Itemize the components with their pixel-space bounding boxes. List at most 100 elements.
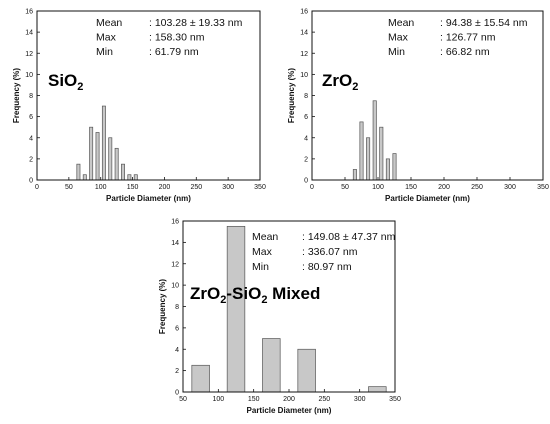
stat-label: Min bbox=[252, 261, 269, 273]
y-tick-label: 16 bbox=[300, 9, 308, 16]
stat-label: Min bbox=[96, 46, 113, 58]
y-tick-label: 10 bbox=[300, 72, 308, 79]
x-tick-label: 250 bbox=[471, 184, 483, 191]
y-axis-title: Frequency (%) bbox=[12, 68, 21, 123]
y-axis-title: Frequency (%) bbox=[158, 279, 167, 334]
y-tick-label: 12 bbox=[171, 261, 179, 268]
y-tick-label: 10 bbox=[25, 72, 33, 79]
histogram-bar bbox=[89, 126, 94, 181]
histogram-bar bbox=[127, 174, 132, 181]
stat-value: : 126.77 nm bbox=[440, 32, 496, 44]
sample-label: ZrO2-SiO2 Mixed bbox=[190, 284, 320, 306]
x-tick-label: 0 bbox=[35, 184, 39, 191]
y-tick-label: 6 bbox=[304, 114, 308, 121]
y-tick-label: 12 bbox=[300, 51, 308, 58]
histogram-bar bbox=[191, 364, 210, 393]
histogram-bar bbox=[392, 153, 397, 181]
stat-label: Mean bbox=[252, 231, 278, 243]
plot-frame bbox=[182, 220, 396, 393]
histogram-bar bbox=[297, 348, 316, 393]
stat-value: : 103.28 ± 19.33 nm bbox=[149, 17, 243, 29]
y-tick-label: 4 bbox=[29, 135, 33, 142]
histogram-bar bbox=[76, 163, 81, 181]
histogram-bar bbox=[262, 338, 281, 393]
y-tick-label: 8 bbox=[29, 93, 33, 100]
y-tick-label: 0 bbox=[304, 178, 308, 185]
stat-value: : 336.07 nm bbox=[302, 246, 358, 258]
histogram-bar bbox=[366, 137, 371, 181]
x-tick-label: 150 bbox=[248, 396, 260, 403]
plot-frame bbox=[311, 10, 544, 181]
x-tick-label: 100 bbox=[212, 396, 224, 403]
y-tick-label: 2 bbox=[304, 156, 308, 163]
x-tick-label: 350 bbox=[537, 184, 549, 191]
x-tick-label: 0 bbox=[310, 184, 314, 191]
stat-label: Mean bbox=[388, 17, 414, 29]
histogram-bar bbox=[121, 163, 125, 181]
histogram-bar bbox=[352, 169, 357, 181]
y-tick-label: 0 bbox=[175, 390, 179, 397]
stat-value: : 66.82 nm bbox=[440, 46, 490, 58]
histogram-bar bbox=[101, 105, 106, 181]
y-tick-label: 2 bbox=[175, 368, 179, 375]
x-tick-label: 250 bbox=[318, 396, 330, 403]
stat-value: : 149.08 ± 47.37 nm bbox=[302, 231, 396, 243]
x-tick-label: 300 bbox=[354, 396, 366, 403]
x-tick-label: 100 bbox=[95, 184, 107, 191]
y-tick-label: 14 bbox=[300, 30, 308, 37]
x-axis-title: Particle Diameter (nm) bbox=[106, 194, 191, 203]
x-tick-label: 300 bbox=[504, 184, 516, 191]
chart-panel: 50 100 150 200 250 300 350 0 2 4 6 8 10 12 14 16 Particl… bbox=[158, 219, 401, 416]
x-tick-label: 250 bbox=[190, 184, 202, 191]
chart-panel: 0 50 100 150 200 250 300 350 0 2 4 6 8 10 12 14 16 Partic… bbox=[287, 9, 549, 204]
stat-value: : 94.38 ± 15.54 nm bbox=[440, 17, 528, 29]
histogram-bar bbox=[226, 225, 246, 393]
histogram-bar bbox=[359, 121, 364, 181]
y-axis-title: Frequency (%) bbox=[287, 68, 296, 123]
stat-label: Max bbox=[252, 246, 273, 258]
y-tick-label: 16 bbox=[25, 9, 33, 16]
histogram-bar bbox=[385, 158, 390, 181]
y-tick-label: 8 bbox=[175, 304, 179, 311]
y-tick-label: 8 bbox=[304, 93, 308, 100]
x-tick-label: 150 bbox=[405, 184, 417, 191]
y-tick-label: 14 bbox=[25, 30, 33, 37]
x-axis-title: Particle Diameter (nm) bbox=[385, 194, 470, 203]
histogram-bar bbox=[108, 137, 113, 181]
stat-label: Mean bbox=[96, 17, 122, 29]
histogram-bar bbox=[95, 132, 100, 181]
y-tick-label: 10 bbox=[171, 283, 179, 290]
stat-label: Max bbox=[96, 32, 117, 44]
chart-panel: 0 50 100 150 200 250 300 350 0 2 4 6 8 10 12 14 16 Partic… bbox=[12, 9, 266, 204]
x-axis-title: Particle Diameter (nm) bbox=[247, 406, 332, 415]
x-tick-label: 100 bbox=[372, 184, 384, 191]
histogram-bar bbox=[368, 386, 387, 393]
stat-value: : 158.30 nm bbox=[149, 32, 205, 44]
x-tick-label: 50 bbox=[179, 396, 187, 403]
sample-label: ZrO2 bbox=[322, 71, 358, 93]
x-tick-label: 50 bbox=[341, 184, 349, 191]
histogram-bar bbox=[379, 126, 384, 181]
stat-value: : 61.79 nm bbox=[149, 46, 199, 58]
histogram-bar bbox=[133, 174, 138, 181]
x-tick-label: 200 bbox=[159, 184, 171, 191]
histogram-bar bbox=[372, 100, 377, 181]
x-tick-label: 200 bbox=[283, 396, 295, 403]
stat-value: : 80.97 nm bbox=[302, 261, 352, 273]
y-tick-label: 4 bbox=[175, 347, 179, 354]
x-tick-label: 300 bbox=[222, 184, 234, 191]
y-tick-label: 0 bbox=[29, 178, 33, 185]
y-tick-label: 16 bbox=[171, 219, 179, 226]
stat-label: Min bbox=[388, 46, 405, 58]
x-tick-label: 150 bbox=[127, 184, 139, 191]
x-tick-label: 350 bbox=[389, 396, 401, 403]
y-tick-label: 6 bbox=[175, 325, 179, 332]
x-tick-label: 50 bbox=[65, 184, 73, 191]
y-tick-label: 2 bbox=[29, 156, 33, 163]
y-tick-label: 4 bbox=[304, 135, 308, 142]
y-tick-label: 6 bbox=[29, 114, 33, 121]
stat-label: Max bbox=[388, 32, 409, 44]
y-tick-label: 12 bbox=[25, 51, 33, 58]
histogram-bar bbox=[82, 174, 87, 181]
